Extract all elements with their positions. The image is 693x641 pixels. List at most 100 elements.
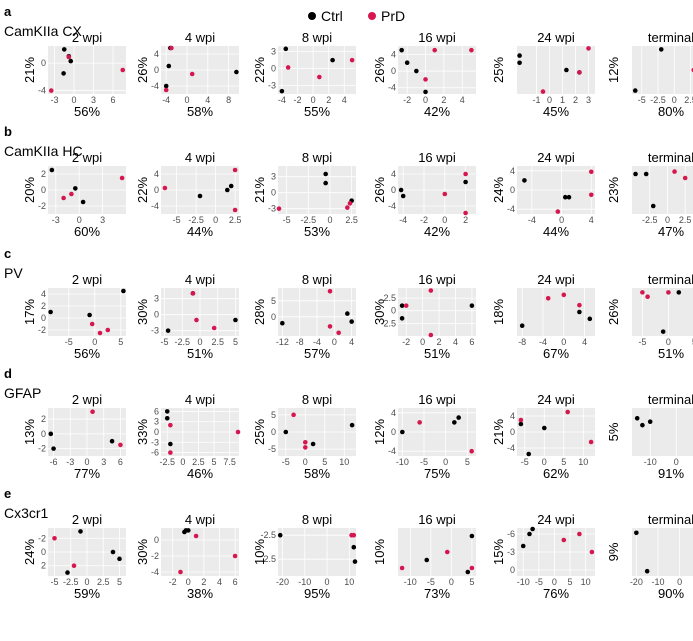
plot-area xyxy=(632,528,693,576)
x-axis-label: 38% xyxy=(187,586,213,601)
x-tick-label: 0 xyxy=(666,337,671,347)
point-ctrl xyxy=(518,421,524,427)
point-ctrl xyxy=(166,63,172,69)
x-axis-label: 51% xyxy=(424,346,450,361)
subplot-b-3: 16 wpi -4 -2 0 2 -4 0 4 42% 26% xyxy=(372,150,476,239)
column-title: 16 wpi xyxy=(418,30,456,45)
y-axis-label: 26% xyxy=(372,57,387,83)
point-ctrl xyxy=(404,60,410,65)
column-title: terminal xyxy=(648,272,693,287)
point-prd xyxy=(565,409,570,415)
point-prd xyxy=(428,288,434,293)
y-tick-label: 5 xyxy=(271,410,276,420)
y-tick-label: 4 xyxy=(391,169,396,179)
plot-area xyxy=(278,46,356,94)
point-ctrl xyxy=(423,89,428,95)
x-tick-label: -3 xyxy=(52,215,60,225)
plot-area xyxy=(517,288,595,336)
y-tick-label: -5 xyxy=(268,444,276,454)
point-ctrl xyxy=(424,557,430,563)
point-ctrl xyxy=(640,422,645,428)
point-prd xyxy=(351,532,357,538)
y-tick-label: 3 xyxy=(271,172,276,182)
point-prd xyxy=(232,553,238,559)
point-ctrl xyxy=(632,88,638,93)
point-prd xyxy=(428,332,434,338)
y-axis-label: 30% xyxy=(372,299,387,325)
x-tick-label: 2 xyxy=(441,95,446,105)
point-prd xyxy=(577,531,582,537)
point-ctrl xyxy=(234,69,239,75)
x-axis-label: 91% xyxy=(658,466,684,481)
point-prd xyxy=(162,185,168,191)
point-prd xyxy=(190,291,196,296)
x-tick-label: 4 xyxy=(217,577,222,587)
y-tick-label: -3 xyxy=(507,547,515,557)
column-title: 16 wpi xyxy=(418,512,456,527)
subplot-b-4: 24 wpi -4 0 4 -4 0 4 44% 24% xyxy=(491,150,595,239)
point-prd xyxy=(120,67,126,73)
x-tick-label: 2.5 xyxy=(345,215,358,225)
x-axis-label: 95% xyxy=(304,586,330,601)
y-axis-label: 5% xyxy=(606,422,621,441)
x-tick-label: -5 xyxy=(282,457,290,467)
x-tick-label: 0 xyxy=(559,215,564,225)
point-prd xyxy=(463,210,468,216)
y-axis-label: 23% xyxy=(606,177,621,203)
point-ctrl xyxy=(323,180,328,186)
point-prd xyxy=(119,175,125,181)
plot-area xyxy=(517,46,595,94)
point-prd xyxy=(303,445,308,450)
legend-label-ctrl: Ctrl xyxy=(321,8,343,24)
point-prd xyxy=(666,290,671,295)
x-tick-label: -2.5 xyxy=(63,577,79,587)
y-tick-label: 0 xyxy=(510,565,515,575)
x-tick-label: -5 xyxy=(638,337,646,347)
point-prd xyxy=(555,209,561,214)
y-tick-label: 2.5 xyxy=(263,554,276,564)
x-tick-label: -5 xyxy=(427,577,435,587)
point-prd xyxy=(540,89,546,94)
subplot-a-5: terminal-5-2.502.5580%12% xyxy=(606,30,693,119)
point-ctrl xyxy=(643,171,649,177)
point-prd xyxy=(89,321,95,327)
point-prd xyxy=(276,206,282,211)
x-tick-label: 5 xyxy=(561,457,566,467)
point-ctrl xyxy=(676,290,682,295)
subplot-c-4: 24 wpi -8 -4 0 4 67% 18% xyxy=(491,272,595,361)
x-tick-label: 0 xyxy=(77,215,82,225)
x-tick-label: 0 xyxy=(552,577,557,587)
y-axis-label: 26% xyxy=(135,57,150,83)
y-tick-label: -4 xyxy=(507,443,515,453)
x-tick-label: 4 xyxy=(460,95,465,105)
point-ctrl xyxy=(323,171,328,177)
subplot-c-3: 16 wpi -2 0 2 4 6 -2.5 0 2.5 51% 30% xyxy=(372,272,476,361)
column-title: terminal xyxy=(648,512,693,527)
column-title: 4 wpi xyxy=(185,272,215,287)
point-ctrl xyxy=(48,309,53,315)
y-tick-label: -3 xyxy=(268,204,276,214)
plot-area xyxy=(632,288,693,336)
x-tick-label: -2.5 xyxy=(188,215,204,225)
point-ctrl xyxy=(163,83,169,89)
point-prd xyxy=(640,290,645,295)
point-ctrl xyxy=(78,529,83,534)
x-axis-label: 90% xyxy=(658,586,684,601)
point-ctrl xyxy=(283,429,289,435)
point-prd xyxy=(586,46,591,51)
point-ctrl xyxy=(644,568,650,574)
point-ctrl xyxy=(280,320,285,326)
y-axis-label: 13% xyxy=(22,419,37,445)
point-ctrl xyxy=(650,203,656,209)
y-tick-label: 4 xyxy=(154,49,159,59)
point-ctrl xyxy=(352,559,358,564)
x-tick-label: 3 xyxy=(101,457,106,467)
x-axis-label: 46% xyxy=(187,466,213,481)
column-title: 2 wpi xyxy=(72,150,102,165)
point-ctrl xyxy=(400,429,405,435)
point-prd xyxy=(349,57,355,63)
